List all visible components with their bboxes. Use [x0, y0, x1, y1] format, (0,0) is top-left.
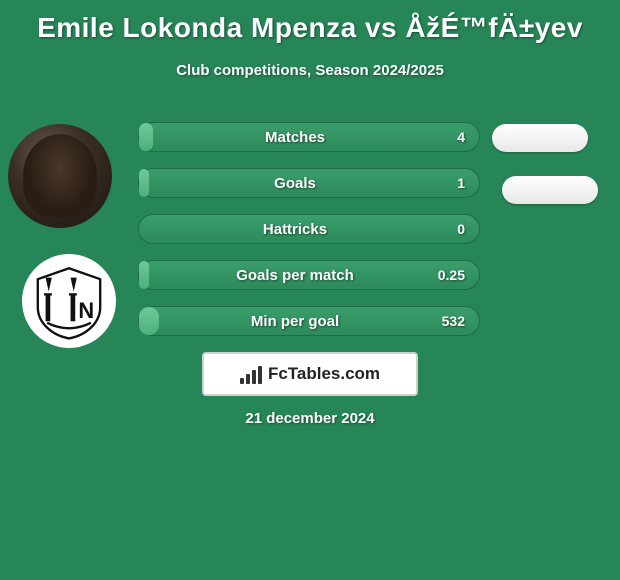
- right-pill: [502, 176, 598, 204]
- metric-row: Goals 1: [138, 168, 480, 198]
- page-title: Emile Lokonda Mpenza vs ÅžÉ™fÄ±yev: [0, 0, 620, 44]
- fctables-logo[interactable]: FcTables.com: [202, 352, 418, 396]
- metric-label: Hattricks: [125, 221, 465, 238]
- metric-row: Matches 4: [138, 122, 480, 152]
- chart-icon: [240, 364, 262, 384]
- logo-text: FcTables.com: [268, 364, 380, 384]
- subtitle: Club competitions, Season 2024/2025: [0, 62, 620, 79]
- metric-row: Goals per match 0.25: [138, 260, 480, 290]
- team-logo: N: [22, 254, 116, 348]
- metric-value: 532: [442, 313, 465, 329]
- metric-value: 1: [457, 175, 465, 191]
- metric-label: Goals: [125, 175, 465, 192]
- metric-label: Goals per match: [125, 267, 465, 284]
- player1-avatar: [8, 124, 112, 228]
- metric-value: 0.25: [438, 267, 465, 283]
- metrics-container: Matches 4 Goals 1 Hattricks 0 Goals per …: [138, 122, 480, 352]
- svg-text:N: N: [78, 298, 94, 323]
- date-text: 21 december 2024: [0, 410, 620, 427]
- metric-label: Matches: [125, 129, 465, 146]
- right-pill: [492, 124, 588, 152]
- metric-row: Hattricks 0: [138, 214, 480, 244]
- metric-value: 0: [457, 221, 465, 237]
- metric-label: Min per goal: [125, 313, 465, 330]
- metric-row: Min per goal 532: [138, 306, 480, 336]
- metric-value: 4: [457, 129, 465, 145]
